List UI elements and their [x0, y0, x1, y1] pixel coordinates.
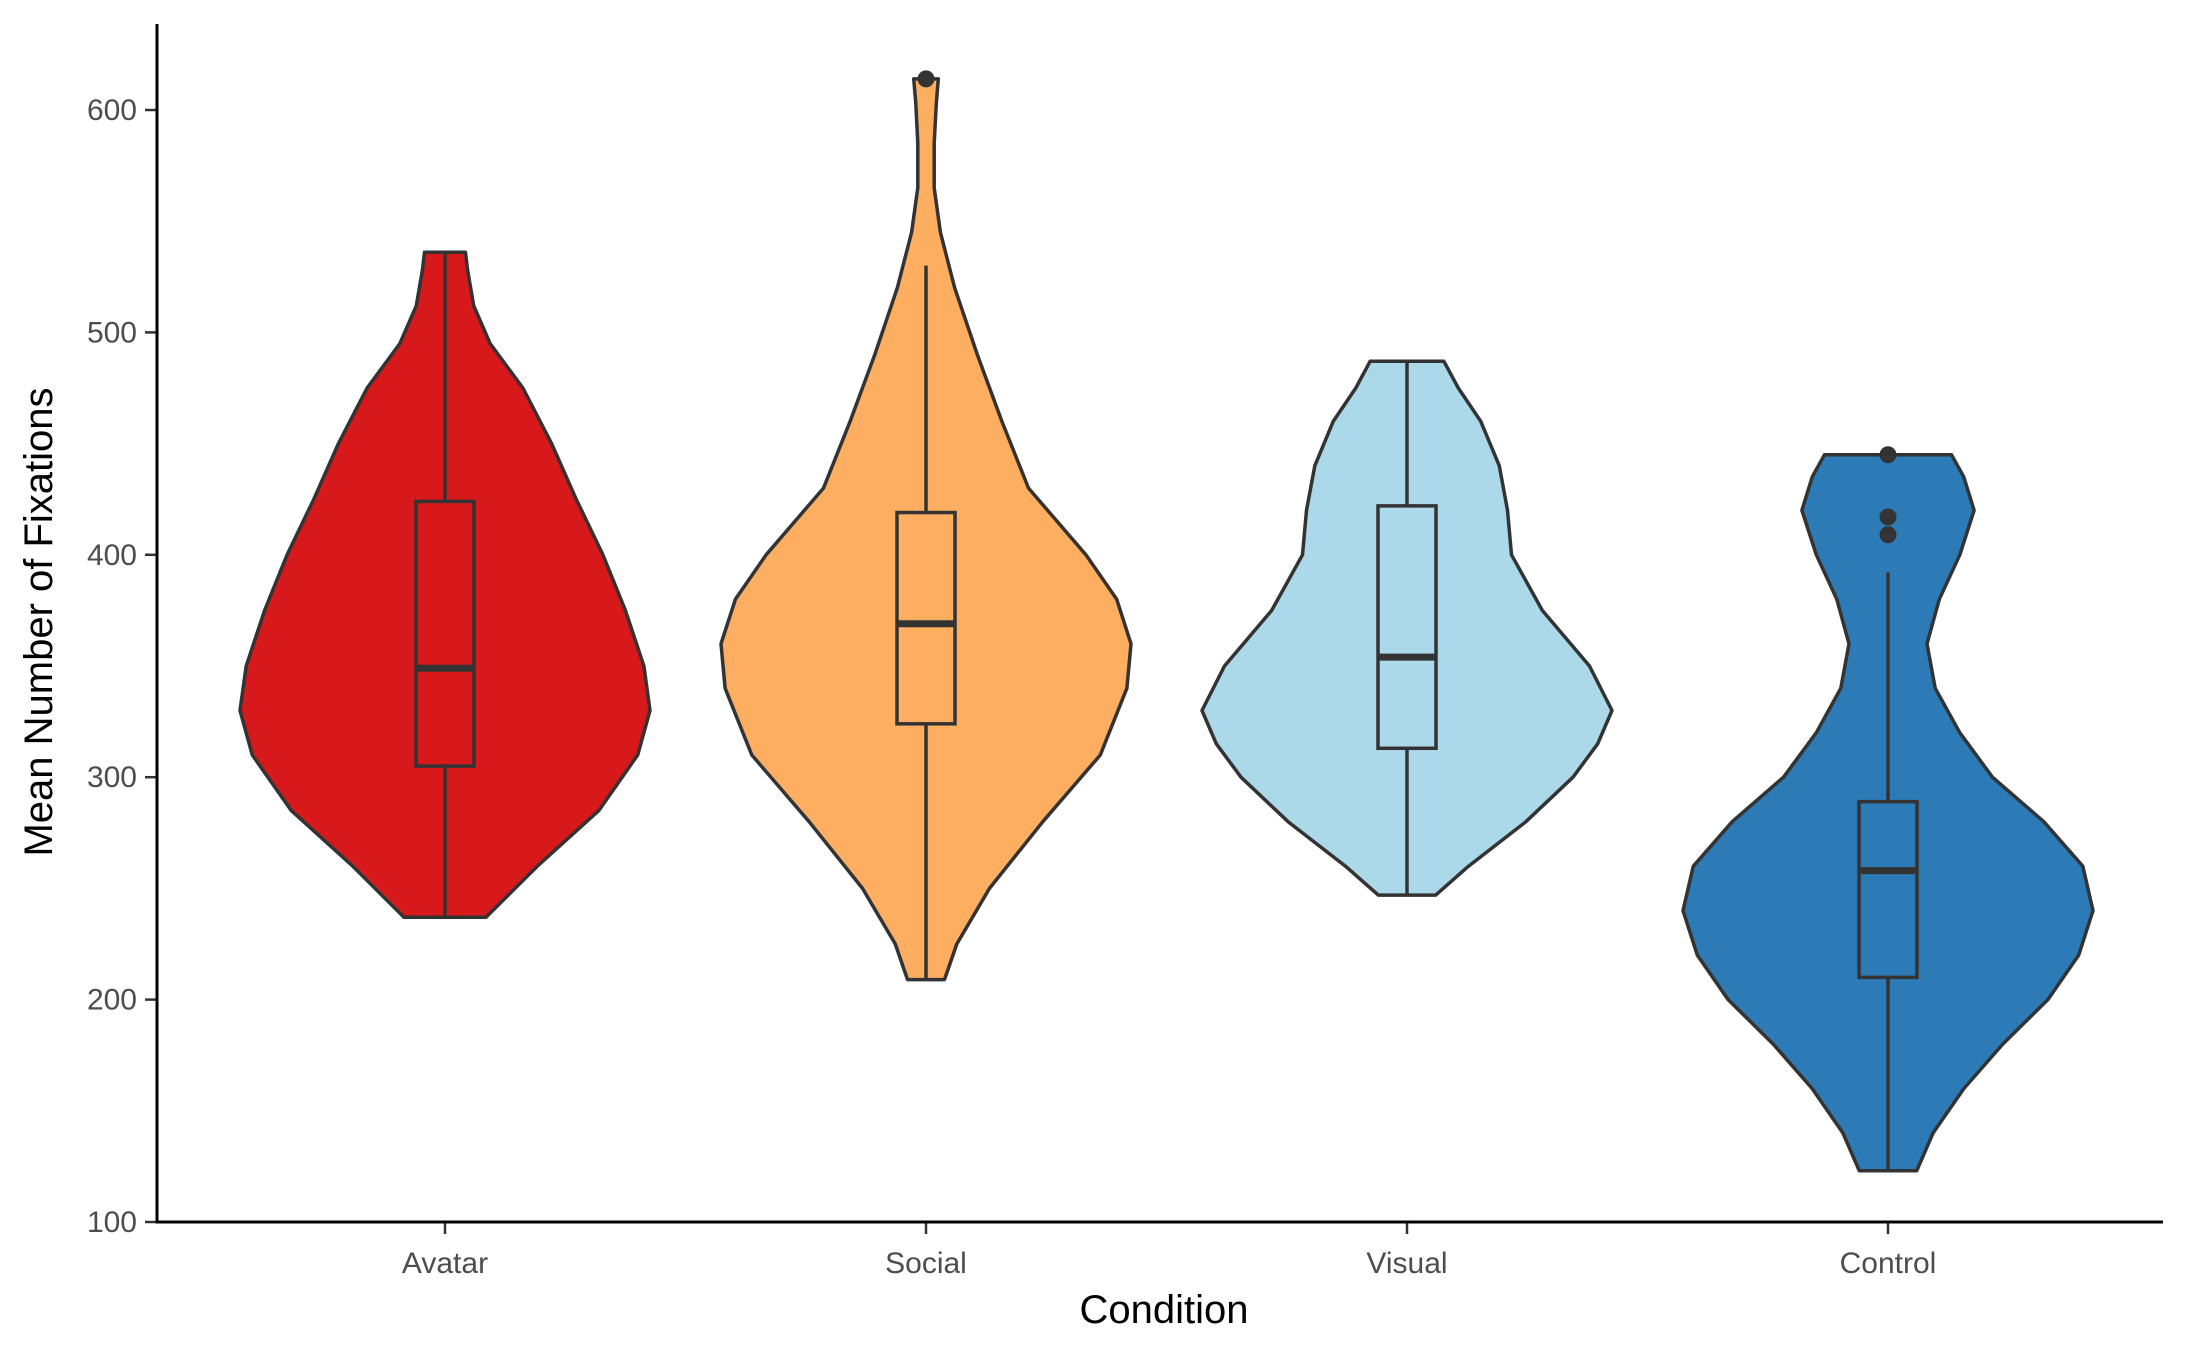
y-axis: 100 200 300 400 500 600	[87, 24, 159, 1239]
y-tick-label-300: 300	[87, 761, 137, 794]
violin-group-social	[719, 70, 1133, 982]
y-tick-label-600: 600	[87, 94, 137, 127]
violin-group-control	[1681, 446, 2095, 1173]
y-tick-label-100: 100	[87, 1206, 137, 1239]
x-tick-label-visual: Visual	[1366, 1247, 1447, 1280]
box-avatar	[414, 499, 476, 768]
box-visual	[1376, 504, 1438, 751]
y-tick-label-400: 400	[87, 539, 137, 572]
violin-group-visual	[1200, 359, 1614, 897]
x-tick-label-avatar: Avatar	[402, 1247, 488, 1280]
violin-group-avatar	[238, 250, 652, 920]
x-axis: Avatar Social Visual Control	[155, 1220, 2163, 1280]
outlier-social-0	[917, 70, 935, 88]
y-axis-title: Mean Number of Fixations	[17, 387, 61, 856]
y-tick-label-500: 500	[87, 316, 137, 349]
outlier-control-2	[1879, 446, 1897, 464]
x-axis-title: Condition	[1079, 1288, 1248, 1332]
plot-area	[238, 70, 2095, 1173]
outlier-control-0	[1879, 526, 1897, 544]
y-tick-label-200: 200	[87, 984, 137, 1017]
box-social	[895, 510, 957, 726]
box-control	[1857, 799, 1919, 980]
x-tick-label-control: Control	[1840, 1247, 1937, 1280]
x-tick-label-social: Social	[885, 1247, 967, 1280]
outlier-control-1	[1879, 508, 1897, 526]
